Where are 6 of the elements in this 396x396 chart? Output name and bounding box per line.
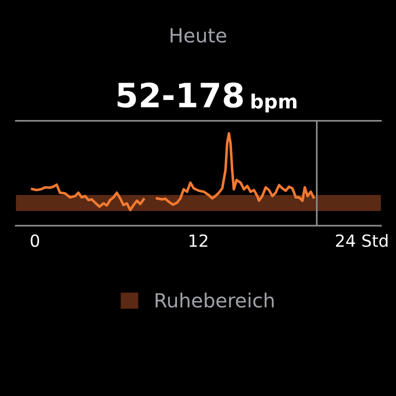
legend-label: Ruhebereich — [156, 292, 274, 308]
chart-subtitle: 52-178 bpm — [118, 82, 296, 112]
x-tick-label: 12 — [190, 234, 208, 247]
x-tick-label: 0 — [30, 234, 40, 247]
chart-title: Heute — [170, 28, 226, 43]
x-tick-label: 24 Std — [336, 234, 388, 247]
